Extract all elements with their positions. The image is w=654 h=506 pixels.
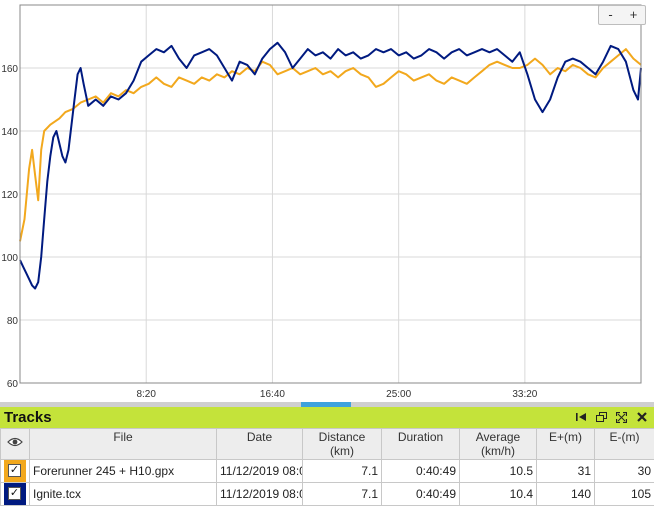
y-tick-label: 100 (1, 253, 18, 264)
track-file-name: Forerunner 245 + H10.gpx (30, 460, 217, 483)
y-tick-label: 60 (7, 379, 19, 390)
track-elevation-loss: 30 (595, 460, 654, 483)
tracks-panel-title: Tracks (0, 409, 52, 426)
column-header-average[interactable]: Average (km/h) (460, 429, 537, 460)
x-tick-label: 8:20 (136, 389, 156, 400)
track-visible-checkbox[interactable]: ✓ (8, 464, 21, 477)
visibility-column-header[interactable] (1, 429, 30, 460)
x-tick-label: 25:00 (386, 389, 411, 400)
track-distance: 7.1 (303, 460, 382, 483)
table-header-row: File Date Distance (km) Duration Average… (1, 429, 654, 460)
track-file-name: Ignite.tcx (30, 483, 217, 506)
track-duration: 0:40:49 (382, 483, 460, 506)
x-tick-label: 33:20 (512, 389, 537, 400)
column-header-elevation-gain[interactable]: E+(m) (537, 429, 595, 460)
eye-icon (7, 437, 23, 447)
track-duration: 0:40:49 (382, 460, 460, 483)
table-row[interactable]: ✓ Ignite.tcx 11/12/2019 08:0 7.1 0:40:49… (1, 483, 654, 506)
x-tick-label: 16:40 (260, 389, 285, 400)
track-date: 11/12/2019 08:0 (217, 460, 303, 483)
tracks-table: File Date Distance (km) Duration Average… (0, 428, 654, 506)
track-visibility-cell[interactable]: ✓ (1, 460, 30, 483)
column-header-date[interactable]: Date (217, 429, 303, 460)
heart-rate-chart: 60 80 100 120 140 160 8:20 16:40 25:00 33:20 (0, 0, 654, 402)
track-average-speed: 10.5 (460, 460, 537, 483)
y-tick-label: 160 (1, 64, 18, 75)
track-average-speed: 10.4 (460, 483, 537, 506)
track-elevation-loss: 105 (595, 483, 654, 506)
chart-panel: 60 80 100 120 140 160 8:20 16:40 25:00 33:20 - + (0, 0, 654, 402)
track-elevation-gain: 31 (537, 460, 595, 483)
zoom-out-button[interactable]: - (601, 7, 621, 23)
track-date: 11/12/2019 08:0 (217, 483, 303, 506)
tracks-panel-header: Tracks (0, 407, 654, 428)
y-tick-label: 140 (1, 127, 18, 138)
table-row[interactable]: ✓ Forerunner 245 + H10.gpx 11/12/2019 08… (1, 460, 654, 483)
close-panel-icon[interactable] (635, 410, 648, 424)
float-panel-icon[interactable] (595, 410, 608, 424)
track-visibility-cell[interactable]: ✓ (1, 483, 30, 506)
track-color-swatch: ✓ (4, 460, 26, 482)
zoom-controls: - + (598, 5, 646, 25)
y-tick-label: 80 (7, 316, 19, 327)
collapse-panel-icon[interactable] (575, 410, 588, 424)
y-tick-label: 120 (1, 190, 18, 201)
track-visible-checkbox[interactable]: ✓ (8, 487, 21, 500)
maximize-panel-icon[interactable] (615, 410, 628, 424)
column-header-distance[interactable]: Distance (km) (303, 429, 382, 460)
zoom-in-button[interactable]: + (624, 7, 644, 23)
track-distance: 7.1 (303, 483, 382, 506)
column-header-duration[interactable]: Duration (382, 429, 460, 460)
track-elevation-gain: 140 (537, 483, 595, 506)
column-header-file[interactable]: File (30, 429, 217, 460)
column-header-elevation-loss[interactable]: E-(m) (595, 429, 654, 460)
